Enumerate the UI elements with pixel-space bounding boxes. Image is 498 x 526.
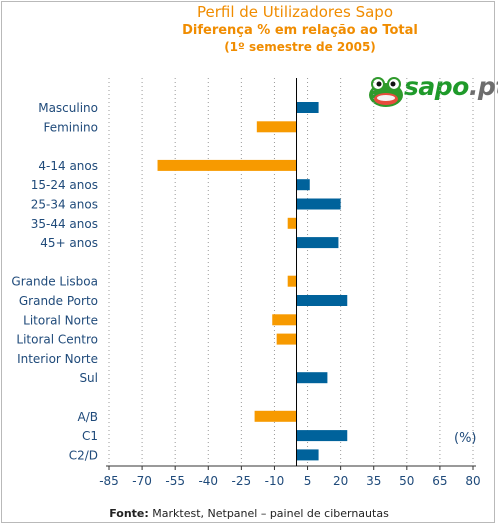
sapo-frog-logo-icon <box>369 77 403 107</box>
x-tick-label: -55 <box>165 474 185 488</box>
category-label: Litoral Norte <box>23 313 98 327</box>
chart-grid <box>108 78 474 466</box>
logo-suffix: .pt <box>468 72 498 101</box>
category-label: Masculino <box>38 101 98 115</box>
x-tick-label: 5 <box>304 474 312 488</box>
x-tick-label: -40 <box>198 474 218 488</box>
category-label: Grande Lisboa <box>11 275 98 289</box>
category-label: Interior Norte <box>17 352 98 366</box>
x-tick-label: 80 <box>465 474 480 488</box>
category-labels: Masculino Feminino 4-14 anos 15-24 anos 25-3… <box>11 101 98 462</box>
source-label: Fonte: <box>109 507 149 520</box>
category-label: Grande Porto <box>19 294 98 308</box>
category-label: Litoral Centro <box>16 333 98 347</box>
bar <box>256 121 297 133</box>
x-tick-label: -70 <box>132 474 152 488</box>
chart-bars <box>157 102 348 461</box>
bar <box>296 198 341 210</box>
category-label: 25-34 anos <box>31 198 98 212</box>
x-tick-label: -85 <box>99 474 119 488</box>
bar <box>287 275 297 287</box>
chart-title: Perfil de Utilizadores Sapo <box>197 3 393 21</box>
x-tick-label: 50 <box>399 474 414 488</box>
bar <box>296 295 348 306</box>
bar <box>254 410 297 422</box>
bar <box>157 159 297 171</box>
bar <box>287 217 297 229</box>
bar <box>296 449 319 461</box>
x-tick-label: 35 <box>366 474 381 488</box>
category-label: C2/D <box>69 448 98 462</box>
unit-label: (%) <box>454 431 477 446</box>
category-label: 45+ anos <box>40 236 98 250</box>
x-tick-label: -10 <box>265 474 285 488</box>
category-label: 4-14 anos <box>38 159 98 173</box>
source-text: Marktest, Netpanel – painel de cibernaut… <box>148 507 389 520</box>
bar <box>276 333 297 345</box>
category-label: 35-44 anos <box>31 217 98 231</box>
source-note: Fonte: Marktest, Netpanel – painel de ci… <box>0 507 498 520</box>
bar <box>296 237 339 249</box>
category-label: A/B <box>78 410 98 424</box>
bar <box>296 179 310 191</box>
x-tick-label: 65 <box>432 474 447 488</box>
bar <box>296 372 328 384</box>
sapo-logo-text: sapo.pt <box>404 72 498 101</box>
logo-brand: sapo <box>404 72 469 101</box>
bar <box>272 314 297 326</box>
chart-subtitle: Diferença % em relação ao Total <box>182 23 418 38</box>
x-tick-label: 20 <box>333 474 348 488</box>
bar <box>296 430 348 442</box>
x-tick-label: -25 <box>232 474 252 488</box>
x-axis: -85 -70 -55 -40 -25 -10 5 20 35 50 65 80 <box>99 78 481 488</box>
category-label: Feminino <box>43 120 98 134</box>
category-label: Sul <box>79 371 98 385</box>
chart-period: (1º semestre de 2005) <box>224 40 376 54</box>
bar <box>296 102 319 113</box>
category-label: 15-24 anos <box>31 178 98 192</box>
category-label: C1 <box>82 429 98 443</box>
